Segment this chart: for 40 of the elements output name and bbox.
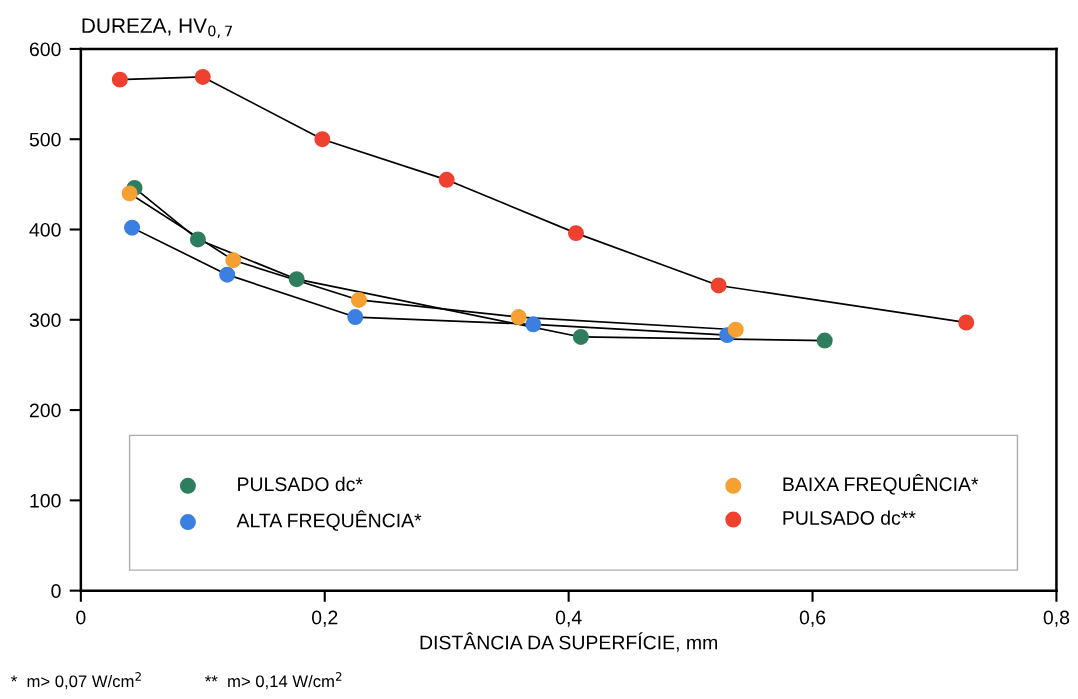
point	[350, 291, 367, 308]
y-tick-label: 200	[29, 403, 61, 418]
point	[288, 271, 305, 288]
x-tick-label: 0,8	[1043, 610, 1070, 627]
y-tick-label: 300	[29, 313, 61, 328]
point	[314, 131, 331, 148]
point	[727, 321, 744, 338]
y-tick-label: 0	[51, 584, 61, 598]
point	[124, 219, 141, 236]
point	[194, 68, 211, 85]
point	[438, 171, 455, 188]
point	[219, 266, 236, 283]
legend-label: PULSADO dc*	[238, 476, 363, 492]
point	[958, 314, 975, 331]
x-tick-label: 0	[76, 610, 86, 625]
x-tick-label: 0,6	[799, 610, 826, 627]
point	[111, 71, 128, 88]
y-tick-label: 100	[30, 493, 61, 508]
legend-label: PULSADO dc**	[783, 510, 916, 525]
y-axis-title: DUREZA, HV$_{0,7}$	[82, 18, 233, 38]
y-tick-label: 500	[29, 132, 61, 147]
legend-label: ALTA FREQUÊNCIA*	[236, 510, 422, 531]
legend-label: BAIXA FREQUÊNCIA*	[783, 473, 979, 495]
point	[525, 316, 542, 333]
point	[572, 328, 589, 345]
point	[816, 332, 833, 349]
point	[567, 225, 584, 242]
point	[121, 185, 138, 202]
text: * m> 0,07 W/cm$^{2}$	[11, 671, 141, 690]
x-tick-label: 0,2	[311, 610, 338, 627]
text: ** m> 0,14 W/cm$^{2}$	[205, 671, 342, 690]
point	[347, 309, 364, 326]
point	[189, 231, 206, 248]
y-tick-label: 600	[29, 42, 61, 57]
point	[510, 309, 527, 326]
x-axis-title: DISTÂNCIA DA SUPERFÍCIE, mm	[420, 632, 717, 652]
point	[225, 252, 242, 269]
point	[710, 277, 727, 294]
y-tick-label: 400	[29, 222, 61, 237]
x-tick-label: 0,4	[555, 610, 582, 627]
